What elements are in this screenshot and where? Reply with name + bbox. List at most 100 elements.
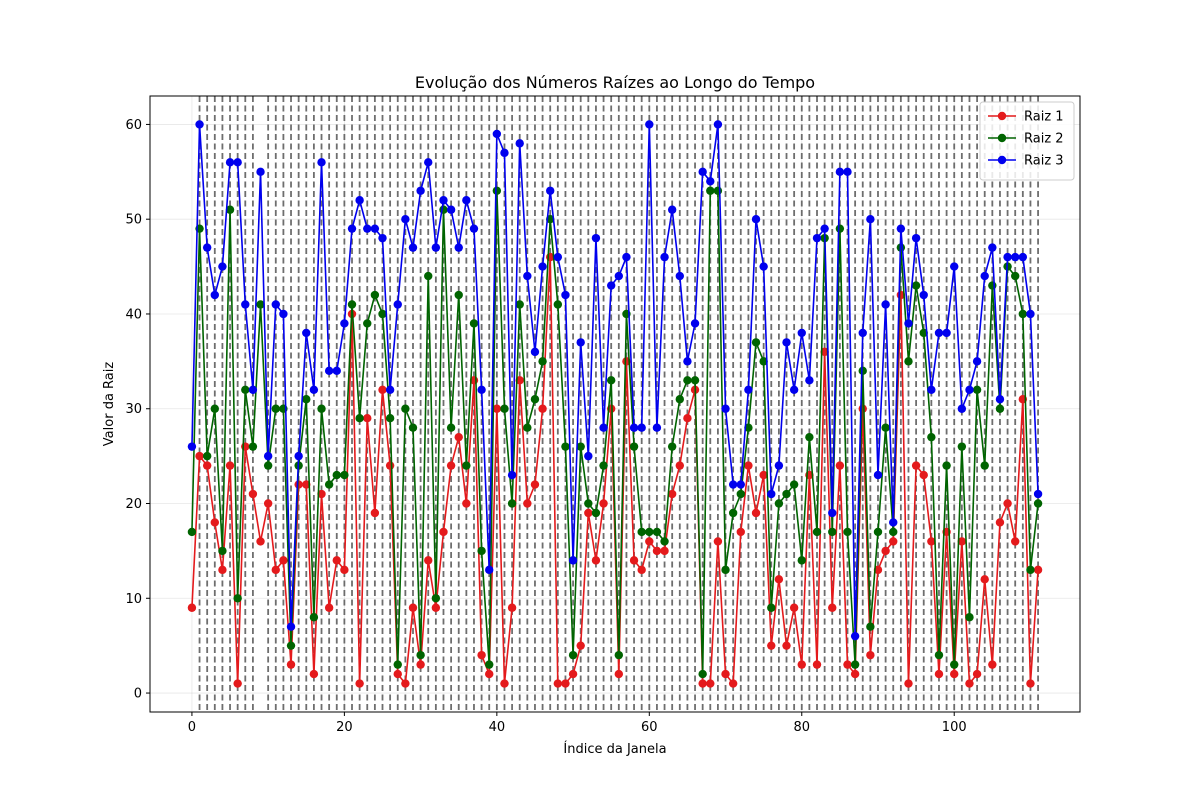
data-point [965,385,974,394]
data-point [820,224,829,233]
data-point [477,546,486,556]
data-point [744,385,753,394]
data-point [561,679,570,688]
data-point [210,404,219,413]
data-point [492,186,502,195]
data-point [218,546,227,556]
data-point [286,622,296,631]
data-point [767,603,776,612]
data-point [187,442,197,451]
data-point [233,158,242,167]
data-point [363,224,372,233]
data-point [774,461,784,470]
data-point [683,376,692,385]
data-point [950,660,959,669]
x-tick-label: 80 [793,720,810,735]
data-point [683,414,692,423]
series-3 [187,120,1043,641]
data-point [957,537,967,546]
data-point [271,300,280,309]
data-point [485,669,494,679]
data-point [911,461,921,470]
data-point [812,233,822,243]
data-point [599,461,608,470]
x-tick-label: 20 [336,720,353,735]
data-point [889,527,898,537]
data-point [568,556,578,565]
data-point [485,660,494,669]
data-point [317,404,326,413]
data-point [332,556,341,565]
data-point [584,451,593,461]
legend-item: Raiz 1 [988,110,1064,125]
data-point [1026,565,1035,575]
data-point [835,167,845,177]
data-point [942,461,951,470]
data-point [446,461,456,470]
data-point [309,613,319,622]
data-point [934,650,944,660]
data-point [271,404,280,413]
data-point [332,470,341,480]
data-point [576,442,585,451]
data-point [896,224,906,233]
data-point [256,300,265,309]
data-point [385,461,395,470]
data-point [263,499,273,508]
data-point [538,262,547,271]
data-point [980,461,989,470]
axis-ticks: 0 20 40 60 80 100 0 10 20 30 40 50 60 [125,118,966,735]
data-point [561,442,570,451]
data-point [309,669,319,679]
data-point [424,271,433,281]
data-point [843,660,852,669]
data-point [363,414,372,423]
data-point [1003,499,1012,508]
data-point [1033,565,1043,575]
data-point [462,461,471,470]
data-point [492,404,502,413]
data-point [873,527,883,537]
data-point [698,167,707,177]
data-point [645,537,654,546]
data-point [774,575,784,584]
data-point [751,338,761,347]
data-point [302,395,311,404]
data-point [218,565,227,575]
data-point [911,233,921,243]
data-point [225,205,235,214]
data-point [248,489,258,499]
data-point [462,499,471,508]
y-tick-label: 20 [125,497,142,512]
data-point [515,139,524,148]
data-point [515,300,524,309]
data-point [279,309,288,319]
data-point [858,328,867,338]
data-point [744,461,753,470]
data-point [225,461,235,470]
data-point [957,442,967,451]
data-point [507,470,517,480]
data-point [866,622,875,631]
data-point [850,669,860,679]
data-point [828,508,837,518]
data-point [279,556,288,565]
data-point [889,518,898,527]
series-layer [187,120,1043,688]
data-point [782,641,791,650]
data-point [759,262,768,271]
y-axis-title: Valor da Raiz [102,362,117,447]
legend-item: Raiz 3 [988,154,1064,169]
data-point [591,508,601,518]
data-point [591,233,601,243]
y-tick-label: 0 [134,687,142,702]
data-point [995,404,1005,413]
x-tick-label: 0 [188,720,196,735]
data-point [431,594,441,603]
data-point [370,290,380,300]
data-point [637,565,646,575]
data-point [828,603,837,612]
data-point [988,281,997,290]
data-point [919,470,928,480]
data-point [347,300,357,309]
